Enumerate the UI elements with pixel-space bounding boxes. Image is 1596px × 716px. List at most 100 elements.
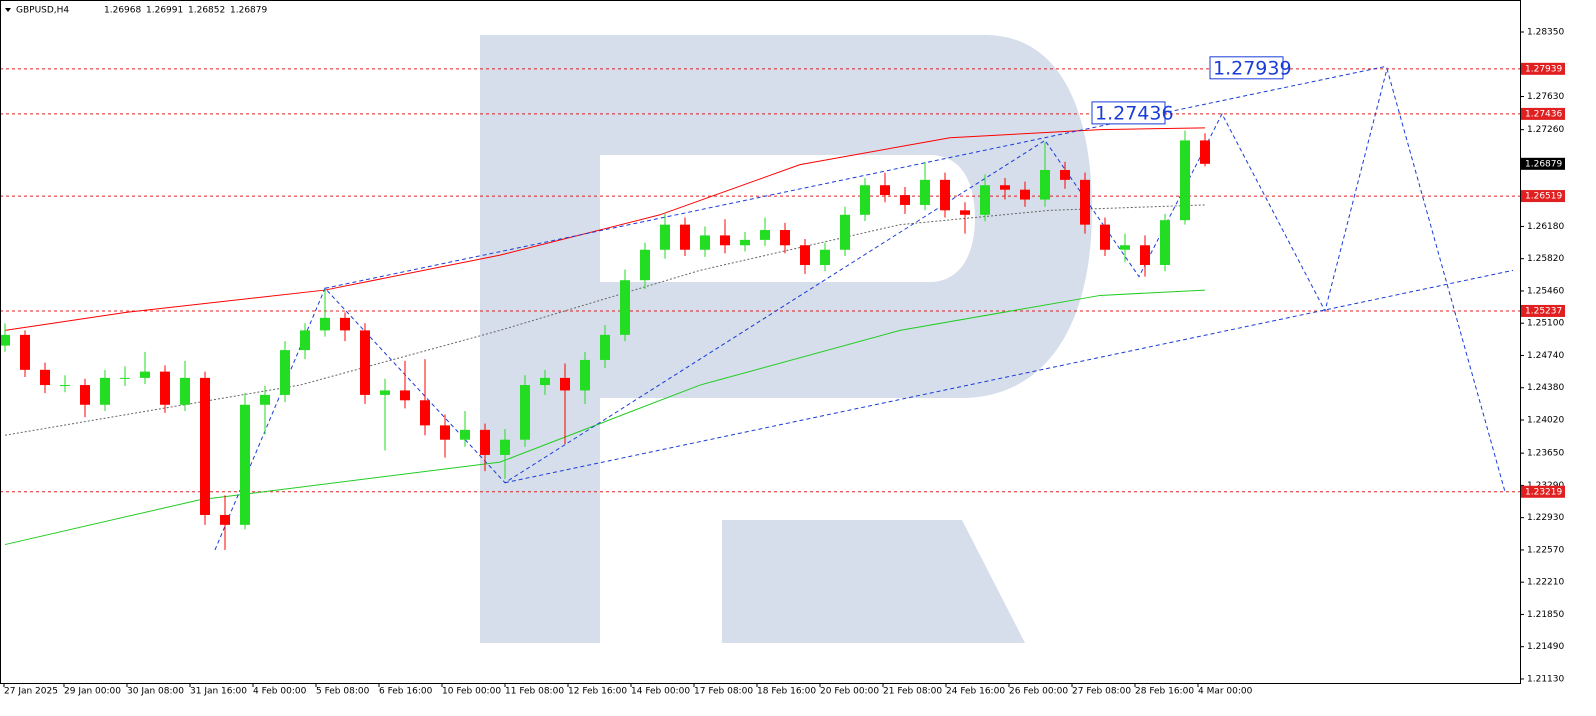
candle-body bbox=[660, 224, 670, 250]
annotation-label: 1.27436 bbox=[1095, 102, 1174, 124]
x-tick-label: 4 Mar 00:00 bbox=[1198, 687, 1253, 697]
y-tick-label: 1.25100 bbox=[1527, 319, 1564, 329]
candle-body bbox=[580, 359, 590, 391]
candle-body bbox=[820, 249, 830, 265]
candle-body bbox=[380, 390, 390, 395]
annotation-box bbox=[1091, 101, 1166, 125]
x-tick-label: 27 Feb 08:00 bbox=[1072, 687, 1131, 697]
chart-title: GBPUSD,H4 bbox=[16, 6, 69, 16]
header-value: 1.26852 bbox=[188, 6, 225, 16]
candle-body bbox=[140, 371, 150, 378]
candle-body bbox=[480, 429, 490, 455]
candle-body bbox=[760, 230, 770, 240]
candle-body bbox=[680, 224, 690, 250]
candle-body bbox=[1100, 224, 1110, 250]
y-tick-label: 1.24740 bbox=[1527, 351, 1564, 361]
candle-body bbox=[560, 377, 570, 391]
x-tick-label: 4 Feb 00:00 bbox=[253, 687, 307, 697]
y-tick-label: 1.27630 bbox=[1527, 92, 1564, 102]
candle-body bbox=[520, 385, 530, 440]
candle-body bbox=[1060, 169, 1070, 180]
trend-line bbox=[504, 269, 1514, 484]
header-value: 1.26991 bbox=[146, 6, 183, 16]
x-tick-label: 6 Feb 16:00 bbox=[379, 687, 433, 697]
level-label: 1.27939 bbox=[1525, 64, 1562, 74]
last-price-box bbox=[1521, 157, 1565, 170]
candle-body bbox=[1080, 179, 1090, 225]
candle-body bbox=[700, 235, 710, 250]
level-label-box bbox=[1521, 485, 1565, 498]
annotation-label: 1.27939 bbox=[1213, 57, 1292, 79]
candle-body bbox=[420, 400, 430, 426]
x-tick-label: 5 Feb 08:00 bbox=[316, 687, 370, 697]
plot-border bbox=[0, 0, 1521, 684]
x-tick-label: 14 Feb 00:00 bbox=[631, 687, 690, 697]
x-tick-label: 18 Feb 16:00 bbox=[757, 687, 816, 697]
last-price-label: 1.26879 bbox=[1525, 159, 1562, 169]
candle-body bbox=[340, 317, 350, 331]
candle-body bbox=[460, 429, 470, 440]
candle-body bbox=[740, 239, 750, 246]
candle-body bbox=[60, 385, 70, 387]
level-label: 1.23219 bbox=[1525, 487, 1562, 497]
candle-body bbox=[1160, 220, 1170, 265]
candle-body bbox=[920, 179, 930, 205]
watermark bbox=[480, 35, 1092, 643]
candle-body bbox=[800, 245, 810, 265]
candle-body bbox=[880, 185, 890, 196]
candle-body bbox=[1180, 140, 1190, 221]
y-tick-label: 1.25820 bbox=[1527, 254, 1564, 264]
y-tick-label: 1.23650 bbox=[1527, 449, 1564, 459]
x-tick-label: 12 Feb 16:00 bbox=[568, 687, 627, 697]
y-tick-label: 1.22930 bbox=[1527, 513, 1564, 523]
candle-body bbox=[240, 404, 250, 525]
candle-body bbox=[20, 334, 30, 370]
y-tick-label: 1.25460 bbox=[1527, 286, 1564, 296]
y-tick-label: 1.21130 bbox=[1527, 674, 1564, 684]
candle-body bbox=[400, 390, 410, 401]
candle-body bbox=[620, 280, 630, 335]
x-tick-label: 24 Feb 16:00 bbox=[946, 687, 1005, 697]
candle-body bbox=[860, 185, 870, 215]
x-tick-label: 30 Jan 08:00 bbox=[127, 687, 184, 697]
x-tick-label: 11 Feb 08:00 bbox=[505, 687, 564, 697]
candle-body bbox=[360, 330, 370, 395]
candle-body bbox=[280, 350, 290, 395]
level-label: 1.25237 bbox=[1525, 306, 1562, 316]
x-tick-label: 20 Feb 00:00 bbox=[820, 687, 879, 697]
candle-body bbox=[440, 425, 450, 440]
annotation-box bbox=[1209, 56, 1284, 80]
x-tick-label: 21 Feb 08:00 bbox=[883, 687, 942, 697]
candle-body bbox=[600, 334, 610, 360]
candle-body bbox=[840, 214, 850, 250]
x-tick-label: 29 Jan 00:00 bbox=[64, 687, 121, 697]
level-label-box bbox=[1521, 304, 1565, 317]
candle-body bbox=[300, 330, 310, 351]
candle-body bbox=[320, 317, 330, 331]
trend-line bbox=[324, 65, 1388, 289]
level-label: 1.27436 bbox=[1525, 109, 1562, 119]
candle-body bbox=[1000, 185, 1010, 190]
y-tick-label: 1.21850 bbox=[1527, 610, 1564, 620]
y-tick-label: 1.21490 bbox=[1527, 642, 1564, 652]
y-tick-label: 1.22570 bbox=[1527, 545, 1564, 555]
candle-body bbox=[160, 371, 170, 405]
candle-body bbox=[1120, 245, 1130, 250]
candle-body bbox=[540, 377, 550, 386]
y-tick-label: 1.24380 bbox=[1527, 383, 1564, 393]
candle-body bbox=[940, 179, 950, 211]
trend-line bbox=[4, 127, 1206, 331]
x-tick-label: 27 Jan 2025 bbox=[4, 687, 58, 697]
candle-body bbox=[120, 377, 130, 379]
candle-body bbox=[980, 185, 990, 215]
candle-body bbox=[1040, 169, 1050, 200]
header-value: 1.26879 bbox=[230, 6, 267, 16]
header-value: 1.26968 bbox=[104, 6, 141, 16]
x-tick-label: 17 Feb 08:00 bbox=[694, 687, 753, 697]
y-tick-label: 1.27260 bbox=[1527, 125, 1564, 135]
candle-body bbox=[260, 394, 270, 405]
candle-body bbox=[1020, 189, 1030, 200]
candle-body bbox=[1200, 140, 1210, 164]
trend-line bbox=[1194, 66, 1506, 492]
